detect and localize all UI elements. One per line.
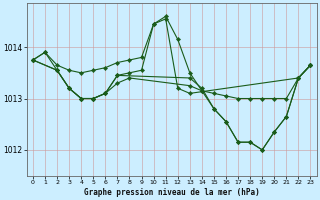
X-axis label: Graphe pression niveau de la mer (hPa): Graphe pression niveau de la mer (hPa) [84,188,260,197]
